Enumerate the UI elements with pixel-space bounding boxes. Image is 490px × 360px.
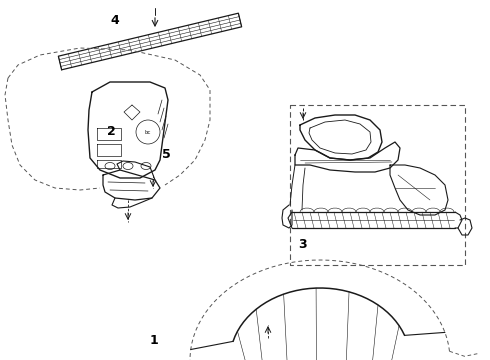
Text: bc: bc [145, 130, 151, 135]
Text: 2: 2 [107, 125, 116, 138]
Text: 5: 5 [162, 148, 171, 161]
Text: 1: 1 [150, 334, 159, 347]
Text: 4: 4 [111, 14, 120, 27]
Text: 3: 3 [298, 238, 307, 251]
